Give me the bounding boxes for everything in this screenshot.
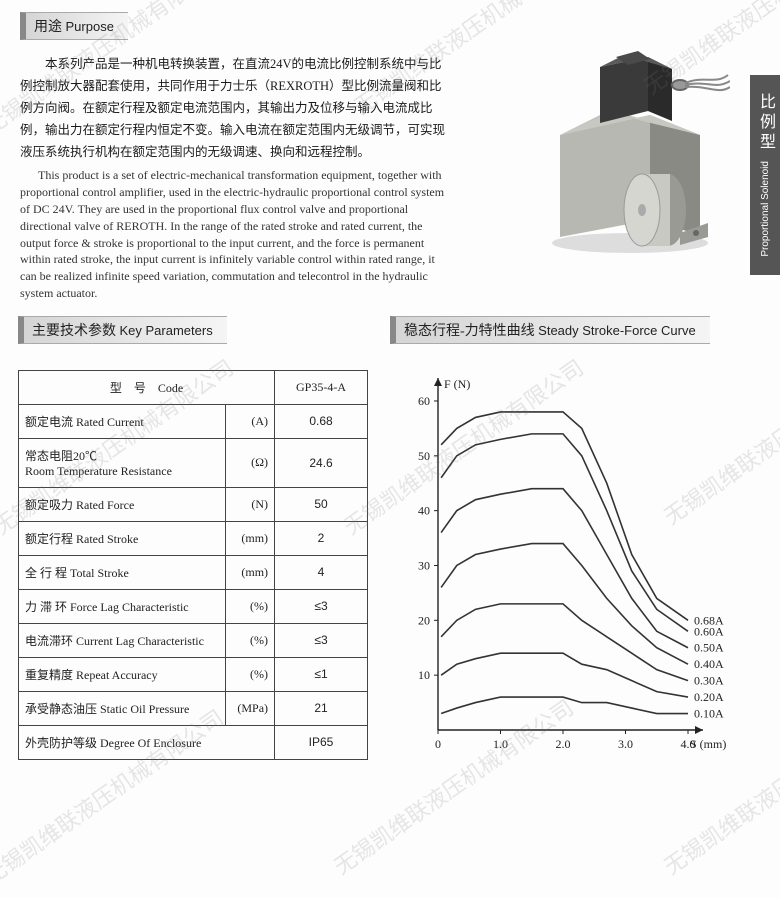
param-unit: (N): [225, 487, 275, 521]
purpose-body: 本系列产品是一种机电转换装置，在直流24V的电流比例控制系统中与比例控制放大器配…: [20, 54, 450, 302]
curve-svg: 10203040506001.02.03.04.0F (N)S (mm)0.68…: [390, 370, 750, 760]
param-value: ≤3: [275, 623, 368, 657]
param-value: ≤3: [275, 589, 368, 623]
param-label: 额定行程 Rated Stroke: [19, 521, 226, 555]
param-unit: (%): [225, 589, 275, 623]
param-unit: (MPa): [225, 691, 275, 725]
param-unit: (mm): [225, 555, 275, 589]
table-row: 全 行 程 Total Stroke(mm)4: [19, 555, 368, 589]
table-row: 额定吸力 Rated Force(N)50: [19, 487, 368, 521]
table-row: 电流滞环 Current Lag Characteristic(%)≤3: [19, 623, 368, 657]
param-value: 0.68: [275, 404, 368, 438]
curve-column: 稳态行程-力特性曲线 Steady Stroke-Force Curve 10 2…: [390, 316, 762, 760]
param-value: 21: [275, 691, 368, 725]
param-value: 4: [275, 555, 368, 589]
svg-text:0.20A: 0.20A: [694, 690, 724, 704]
svg-text:0.40A: 0.40A: [694, 657, 724, 671]
curve-header: 稳态行程-力特性曲线 Steady Stroke-Force Curve: [390, 316, 710, 344]
table-row: 额定电流 Rated Current(A)0.68: [19, 404, 368, 438]
purpose-body-en: This product is a set of electric-mechan…: [20, 167, 450, 301]
svg-text:20: 20: [418, 613, 430, 627]
svg-text:50: 50: [418, 449, 430, 463]
params-table: 型 号 Code GP35-4-A 额定电流 Rated Current(A)0…: [18, 370, 368, 760]
purpose-header: 用途 Purpose: [20, 12, 128, 40]
table-row: 重复精度 Repeat Accuracy(%)≤1: [19, 657, 368, 691]
param-unit: (%): [225, 623, 275, 657]
param-value: 24.6: [275, 438, 368, 487]
table-row: 额定行程 Rated Stroke(mm)2: [19, 521, 368, 555]
param-value: ≤1: [275, 657, 368, 691]
params-column: 主要技术参数 Key Parameters 型 号 Code GP35-4-A …: [18, 316, 368, 760]
table-row: 外壳防护等级 Degree Of EnclosureIP65: [19, 725, 368, 759]
param-label: 承受静态油压 Static Oil Pressure: [19, 691, 226, 725]
param-label: 重复精度 Repeat Accuracy: [19, 657, 226, 691]
table-row: 型 号 Code GP35-4-A: [19, 370, 368, 404]
svg-text:2.0: 2.0: [556, 737, 571, 751]
svg-text:0.30A: 0.30A: [694, 673, 724, 687]
curve-header-en: Steady Stroke-Force Curve: [538, 323, 696, 338]
svg-text:S (mm): S (mm): [690, 737, 726, 751]
table-row: 力 滞 环 Force Lag Characteristic(%)≤3: [19, 589, 368, 623]
param-value: 50: [275, 487, 368, 521]
svg-text:30: 30: [418, 558, 430, 572]
svg-text:40: 40: [418, 503, 430, 517]
param-value: IP65: [275, 725, 368, 759]
svg-text:3.0: 3.0: [618, 737, 633, 751]
params-header-en: Key Parameters: [120, 323, 213, 338]
param-label: 力 滞 环 Force Lag Characteristic: [19, 589, 226, 623]
table-row: 常态电阻20℃ Room Temperature Resistance(Ω)24…: [19, 438, 368, 487]
svg-text:0.10A: 0.10A: [694, 706, 724, 720]
code-label: 型 号 Code: [19, 370, 275, 404]
param-unit: (Ω): [225, 438, 275, 487]
table-row: 承受静态油压 Static Oil Pressure(MPa)21: [19, 691, 368, 725]
param-unit: (%): [225, 657, 275, 691]
params-header-cn: 主要技术参数: [32, 324, 116, 339]
param-label: 额定吸力 Rated Force: [19, 487, 226, 521]
svg-text:1.0: 1.0: [493, 737, 508, 751]
svg-text:10: 10: [418, 668, 430, 682]
param-label: 电流滞环 Current Lag Characteristic: [19, 623, 226, 657]
svg-text:0.60A: 0.60A: [694, 624, 724, 638]
param-unit: (mm): [225, 521, 275, 555]
param-unit: (A): [225, 404, 275, 438]
param-label: 外壳防护等级 Degree Of Enclosure: [19, 725, 275, 759]
code-value: GP35-4-A: [275, 370, 368, 404]
lower-columns: 主要技术参数 Key Parameters 型 号 Code GP35-4-A …: [0, 306, 780, 760]
purpose-header-cn: 用途: [34, 20, 62, 35]
curve-header-cn: 稳态行程-力特性曲线: [404, 324, 535, 339]
purpose-header-en: Purpose: [66, 19, 114, 34]
param-value: 2: [275, 521, 368, 555]
svg-text:60: 60: [418, 394, 430, 408]
params-header: 主要技术参数 Key Parameters: [18, 316, 227, 344]
param-label: 全 行 程 Total Stroke: [19, 555, 226, 589]
purpose-body-cn: 本系列产品是一种机电转换装置，在直流24V的电流比例控制系统中与比例控制放大器配…: [20, 54, 450, 163]
curve-chart: 10203040506001.02.03.04.0F (N)S (mm)0.68…: [390, 370, 762, 760]
svg-text:0: 0: [435, 737, 441, 751]
param-label: 额定电流 Rated Current: [19, 404, 226, 438]
purpose-section: 用途 Purpose 本系列产品是一种机电转换装置，在直流24V的电流比例控制系…: [0, 0, 780, 306]
svg-text:F (N): F (N): [444, 377, 470, 391]
svg-text:0.50A: 0.50A: [694, 640, 724, 654]
solenoid-illustration: [530, 45, 730, 260]
param-label: 常态电阻20℃ Room Temperature Resistance: [19, 438, 226, 487]
